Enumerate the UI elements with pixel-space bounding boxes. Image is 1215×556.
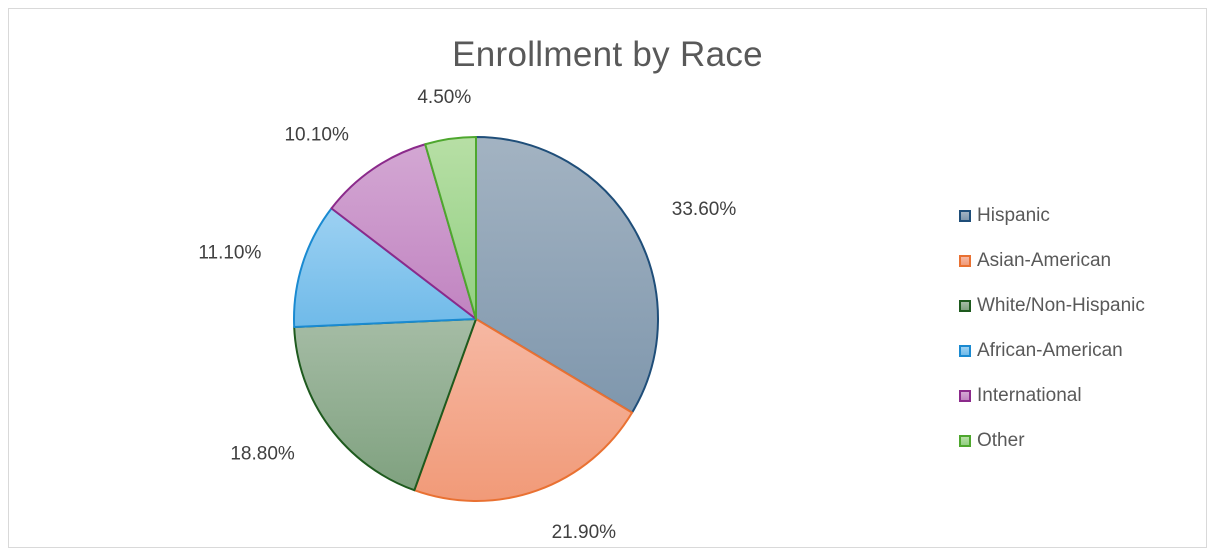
pie-slices [293,136,660,502]
data-label-african-american: 11.10% [198,243,261,264]
pie-slice-asian-american[interactable] [413,318,634,502]
legend-item-other[interactable]: Other [959,418,1145,463]
legend-swatch [959,209,971,222]
legend-item-international[interactable]: International [959,373,1145,418]
legend-label: Other [977,429,1025,451]
pie-slice-other[interactable] [424,136,477,320]
pie-slice-hispanic[interactable] [475,136,660,414]
legend-label: International [977,384,1082,406]
legend-swatch [959,344,971,357]
legend-swatch [959,434,971,447]
legend-item-african-american[interactable]: African-American [959,328,1145,373]
legend-item-white-non-hispanic[interactable]: White/Non-Hispanic [959,283,1145,328]
legend-item-asian-american[interactable]: Asian-American [959,238,1145,283]
pie-plot: 33.60% 21.90% 18.80% 11.10% 10.10% 4.50% [198,87,736,543]
legend-label: White/Non-Hispanic [977,294,1145,316]
data-labels: 33.60% 21.90% 18.80% 11.10% 10.10% 4.50% [198,87,736,543]
data-label-white-non-hispanic: 18.80% [230,443,295,464]
data-label-international: 10.10% [284,124,349,145]
data-label-asian-american: 21.90% [552,522,617,543]
legend-swatch [959,389,971,402]
legend-label: African-American [977,339,1123,361]
legend-label: Asian-American [977,249,1112,271]
data-label-other: 4.50% [417,87,471,108]
legend-swatch [959,299,971,312]
pie-slice-white-non-hispanic[interactable] [293,318,477,492]
legend: Hispanic Asian-American White/Non-Hispanic… [959,193,1145,463]
chart-area: Enrollment by Race 33.60% 21.90% 18.80% 11.… [8,8,1207,548]
legend-item-hispanic[interactable]: Hispanic [959,193,1145,238]
pie-slice-african-american[interactable] [293,207,477,328]
pie-slice-international[interactable] [330,143,477,320]
legend-label: Hispanic [977,204,1050,226]
legend-swatch [959,254,971,267]
chart-title: Enrollment by Race [452,35,763,74]
data-label-hispanic: 33.60% [672,199,737,220]
